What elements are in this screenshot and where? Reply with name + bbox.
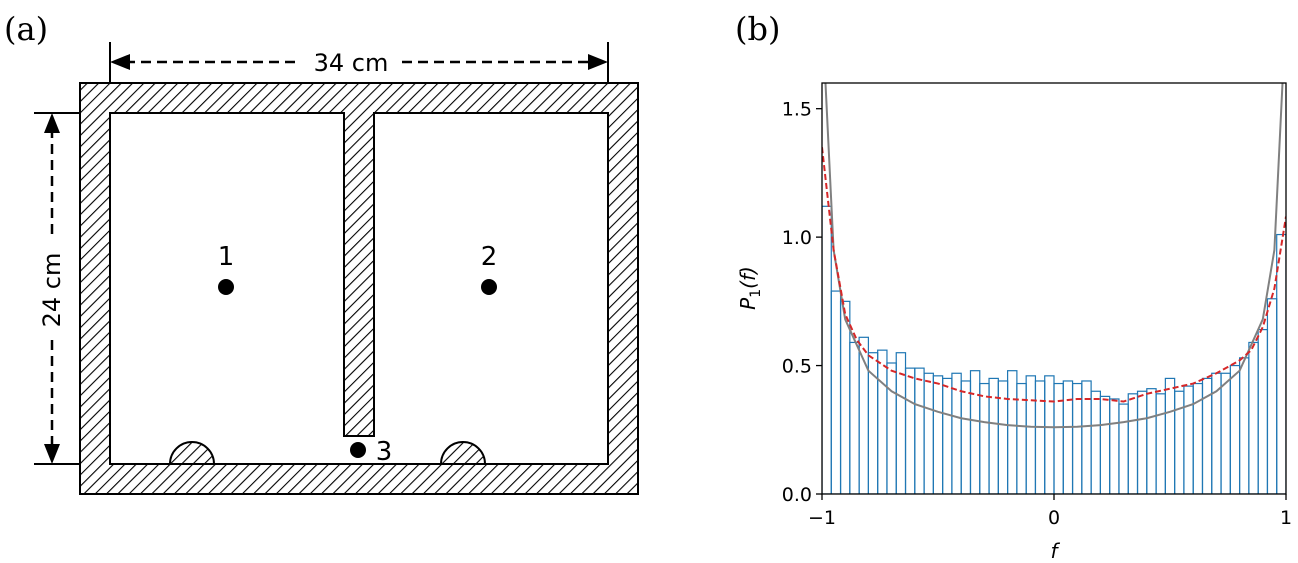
panel-label: (b) — [735, 10, 780, 48]
y-tick-label: 0.5 — [782, 356, 812, 378]
bar — [969, 370, 981, 494]
point — [481, 279, 497, 295]
bar — [830, 290, 842, 494]
width-label: 34 cm — [314, 49, 389, 77]
bar — [932, 375, 944, 494]
point — [218, 279, 234, 295]
y-label-subscript: 1 — [748, 289, 764, 298]
bar — [1220, 372, 1231, 494]
bar — [960, 380, 972, 494]
bar — [1025, 375, 1037, 494]
bar — [1155, 393, 1166, 494]
bar — [1183, 385, 1194, 494]
rooms — [109, 112, 609, 465]
bar — [1229, 364, 1241, 494]
bar — [979, 382, 990, 494]
curve — [822, 147, 1286, 403]
bar — [877, 349, 888, 494]
floor-plan: (a) 34 cm 24 cm 1 2 3 — [4, 10, 639, 495]
x-tick-label: 1 — [1280, 507, 1292, 529]
height-label: 24 cm — [38, 253, 66, 328]
y-tick-label: 0.0 — [782, 484, 812, 506]
bar — [1266, 298, 1278, 494]
bar — [1127, 393, 1139, 494]
bar — [1109, 398, 1120, 494]
y-tick-label: 1.5 — [782, 99, 812, 121]
bar — [1081, 380, 1092, 494]
bar — [1034, 380, 1046, 494]
bar — [988, 377, 999, 494]
bar — [1136, 390, 1148, 494]
chart: (b) f P1(f) −1 0 10.00.51.01.5 — [735, 10, 1292, 563]
bar — [1090, 390, 1101, 494]
bar — [904, 367, 916, 494]
bar — [914, 367, 925, 494]
bar — [1099, 395, 1111, 494]
plot-area — [822, 83, 1286, 494]
y-label-symbol: P — [736, 297, 760, 310]
bar — [1276, 233, 1286, 494]
bar — [1062, 380, 1074, 494]
point-label: 2 — [481, 242, 498, 272]
point-label: 1 — [218, 242, 235, 272]
bar — [822, 205, 832, 494]
bar — [942, 377, 953, 494]
bar — [1044, 375, 1055, 494]
bar — [1257, 329, 1269, 494]
bump — [168, 441, 216, 465]
bar — [1006, 370, 1018, 494]
bar — [1118, 403, 1129, 494]
bar — [1238, 357, 1250, 494]
panel-label: (a) — [4, 10, 48, 48]
bar — [1164, 377, 1176, 494]
bump — [439, 441, 487, 465]
point — [350, 442, 366, 458]
bar — [1248, 341, 1259, 494]
x-axis-label: f — [1050, 539, 1060, 563]
x-tick-label: −1 — [808, 507, 836, 529]
bar — [923, 372, 934, 494]
point-label: 3 — [376, 437, 393, 467]
x-tick-label: 0 — [1048, 507, 1060, 529]
bar — [839, 300, 851, 494]
y-label-argument: (f) — [736, 266, 760, 289]
y-axis-label: P1(f) — [736, 266, 764, 310]
bar — [1071, 382, 1083, 494]
bar — [886, 362, 897, 494]
bar — [1146, 388, 1157, 494]
y-tick-label: 1.0 — [782, 227, 812, 249]
curve — [824, 83, 1284, 429]
bar — [849, 341, 860, 494]
